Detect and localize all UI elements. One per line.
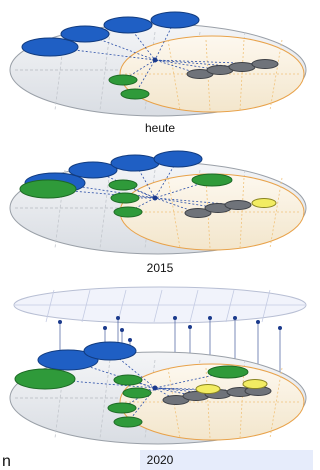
upper-node — [278, 326, 282, 330]
green-node — [114, 207, 142, 217]
upper-node — [120, 328, 124, 332]
upper-node — [58, 320, 62, 324]
yellow-node — [252, 199, 276, 208]
hub — [153, 58, 158, 63]
green-node — [20, 180, 76, 198]
upper-node — [103, 326, 107, 330]
blue-node — [69, 162, 117, 178]
gray-node — [252, 60, 278, 69]
hub — [153, 386, 158, 391]
upper-node — [208, 316, 212, 320]
diagram: heute 2015 2020 n — [0, 0, 313, 470]
footer-text: n — [2, 453, 11, 470]
gray-node — [229, 63, 255, 72]
green-node — [111, 193, 139, 203]
blue-node — [22, 38, 78, 56]
green-node — [208, 366, 248, 378]
blue-node — [154, 151, 202, 167]
panel-label: heute — [145, 121, 175, 135]
upper-node — [256, 320, 260, 324]
panel-label: 2015 — [147, 261, 174, 275]
green-node — [114, 417, 142, 427]
upper-node — [128, 338, 132, 342]
upper-node — [233, 316, 237, 320]
green-node — [123, 388, 151, 398]
yellow-node — [243, 380, 267, 389]
upper-node — [188, 325, 192, 329]
green-node — [114, 375, 142, 385]
gray-node — [225, 201, 251, 210]
green-node — [121, 89, 149, 99]
blue-node — [84, 342, 136, 360]
upper-node — [173, 316, 177, 320]
blue-node — [111, 155, 159, 171]
green-node — [15, 369, 75, 389]
panel-label: 2020 — [147, 453, 174, 467]
yellow-node — [196, 385, 220, 394]
hub — [153, 196, 158, 201]
green-node — [109, 180, 137, 190]
green-node — [109, 75, 137, 85]
green-node — [108, 403, 136, 413]
upper-node — [116, 316, 120, 320]
green-node — [192, 174, 232, 186]
blue-node — [151, 12, 199, 28]
page: heute 2015 2020 n (() => { const data = … — [0, 0, 313, 470]
blue-node — [61, 26, 109, 42]
blue-node — [104, 17, 152, 33]
